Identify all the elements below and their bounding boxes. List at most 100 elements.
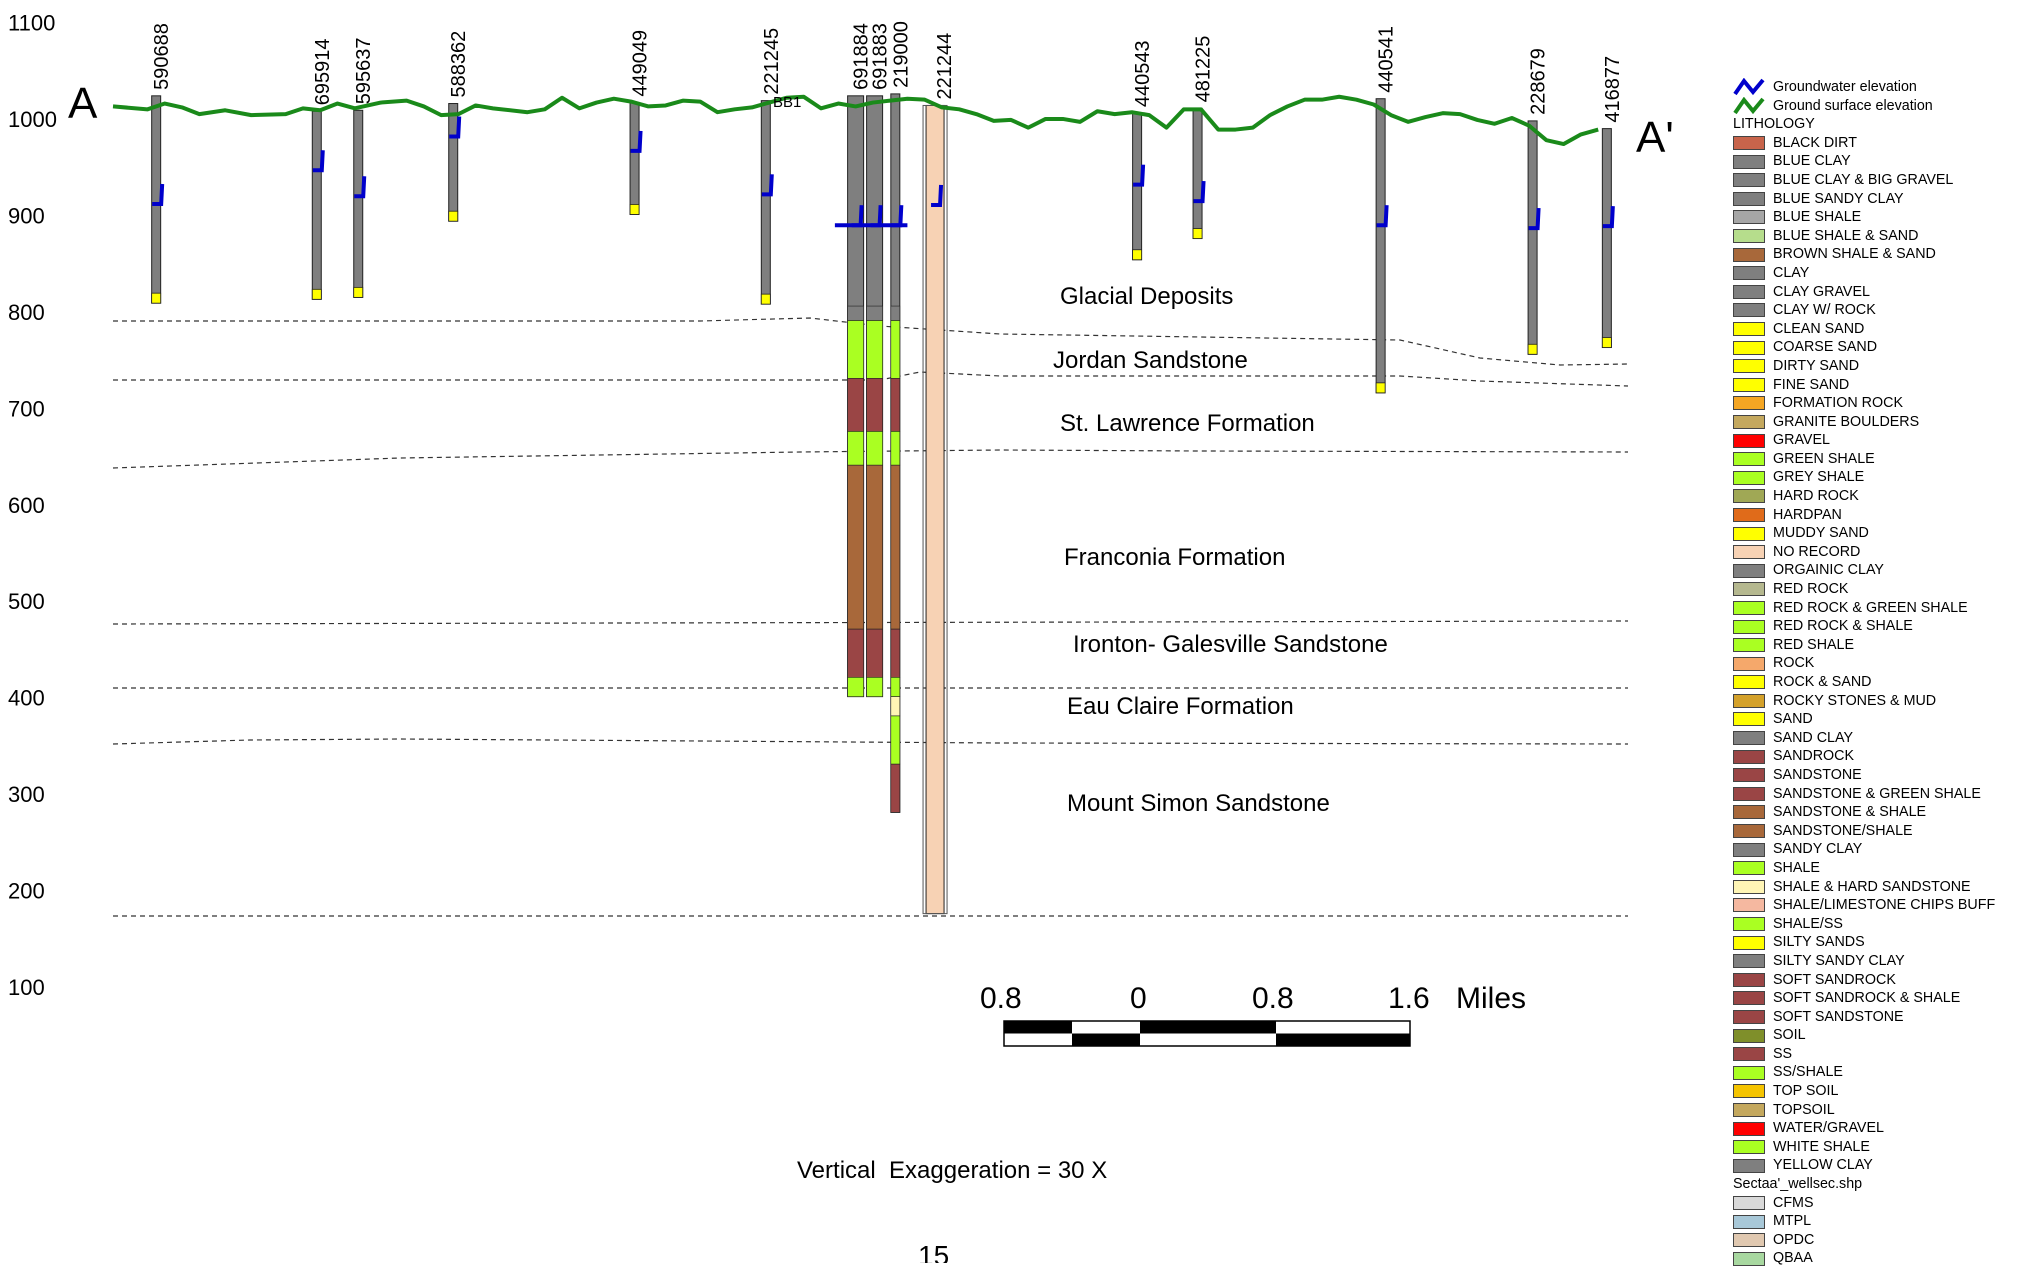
lithology-interval: [866, 378, 883, 432]
page-number: 15: [918, 1240, 949, 1263]
legend-item-label: HARDPAN: [1773, 506, 1842, 523]
formation-boundary-line: [112, 738, 1629, 745]
legend-swatch: [1733, 1121, 1765, 1136]
scale-tick-label: 0: [1130, 982, 1147, 1015]
well-bottom-sand: [448, 210, 459, 222]
legend-item-label: TOP SOIL: [1773, 1083, 1839, 1100]
legend-item-label: RED SHALE: [1773, 636, 1855, 653]
legend-item: SOFT SANDSTONE: [1733, 1008, 2033, 1027]
groundwater-marker: [152, 183, 165, 206]
legend-item-label: MUDDY SAND: [1773, 525, 1869, 542]
legend-item: ORGAINIC CLAY: [1733, 561, 2033, 580]
lithology-interval: [847, 320, 864, 379]
legend-item: RED ROCK & SHALE: [1733, 617, 2033, 636]
well-id-label: 449049: [630, 30, 652, 97]
cross-section-diagram: 1100 1000 900 800 700 600 500 400 300 200 100 5906…: [8, 11, 1674, 1263]
legend-item-label: SILTY SANDS: [1773, 934, 1865, 951]
well-bottom-sand: [629, 204, 640, 215]
formation-label-mount-simon: Mount Simon Sandstone: [1067, 790, 1330, 817]
groundwater-marker: [1376, 205, 1389, 228]
legend-item: GREEN SHALE: [1733, 450, 2033, 469]
legend-item: FORMATION ROCK: [1733, 394, 2033, 413]
legend-swatch: [1733, 768, 1765, 783]
legend-item: NO RECORD: [1733, 543, 2033, 562]
legend-item-label: HARD ROCK: [1773, 488, 1859, 505]
legend-item-label: SOFT SANDROCK: [1773, 971, 1896, 988]
legend-swatch: [1733, 1233, 1765, 1248]
legend-item-label: GRAVEL: [1773, 432, 1830, 449]
groundwater-marker: [630, 130, 643, 153]
well-bottom-sand: [1192, 228, 1203, 239]
legend-item: WATER/GRAVEL: [1733, 1119, 2033, 1138]
legend-swatch: [1733, 712, 1765, 727]
legend-item: GRAVEL: [1733, 431, 2033, 450]
legend-item: SANDSTONE: [1733, 766, 2033, 785]
legend-ground-surface-label: Ground surface elevation: [1773, 97, 1933, 114]
well-bottom-sand: [760, 293, 771, 305]
legend-swatch: [1733, 1158, 1765, 1173]
lithology-interval: [866, 677, 883, 697]
legend-swatch: [1733, 786, 1765, 801]
legend-swatch: [1733, 173, 1765, 188]
lithology-interval: [890, 715, 901, 765]
legend-item-label: SHALE/SS: [1773, 915, 1843, 932]
legend-item-label: SHALE & HARD SANDSTONE: [1773, 878, 1971, 895]
well-id-label: 221245: [761, 28, 783, 95]
legend-item-label: BLACK DIRT: [1773, 134, 1857, 151]
lithology-interval: [866, 628, 883, 678]
legend-swatch: [1733, 1028, 1765, 1043]
well-bottom-sand: [311, 288, 322, 300]
well-595637: 595637: [353, 38, 375, 298]
legend-swatch: [1733, 954, 1765, 969]
legend-item-label: ROCKY STONES & MUD: [1773, 692, 1937, 709]
legend-item-label: SHALE/LIMESTONE CHIPS BUFF: [1773, 897, 1996, 914]
legend-item-label: GRANITE BOULDERS: [1773, 413, 1920, 430]
legend-item-label: CLAY: [1773, 264, 1810, 281]
well-id-label: 416877: [1602, 56, 1624, 123]
legend-item: FINE SAND: [1733, 376, 2033, 395]
legend-item: BLACK DIRT: [1733, 134, 2033, 153]
legend-swatch: [1733, 600, 1765, 615]
legend-swatch: [1733, 396, 1765, 411]
groundwater-marker: [1528, 207, 1541, 231]
legend-swatch: [1733, 266, 1765, 281]
legend-swatch: [1733, 452, 1765, 467]
legend-item-label: BLUE SANDY CLAY: [1773, 190, 1904, 207]
legend-swatch: [1733, 359, 1765, 374]
legend-swatch: [1733, 526, 1765, 541]
scale-unit: Miles: [1456, 982, 1526, 1015]
y-tick-label: 300: [8, 782, 45, 807]
legend-swatch: [1733, 1065, 1765, 1080]
legend-item: BLUE CLAY & BIG GRAVEL: [1733, 171, 2033, 190]
bb-label: BB1: [773, 94, 801, 111]
legend-swatch: [1733, 340, 1765, 355]
legend-item-label: NO RECORD: [1773, 543, 1861, 560]
lithology-interval: [890, 677, 901, 697]
legend-swatch: [1733, 210, 1765, 225]
lithology-interval: [866, 431, 883, 466]
legend-item-label: SHALE: [1773, 859, 1820, 876]
legend-item-label: YELLOW CLAY: [1773, 1157, 1873, 1174]
legend-swatch: [1733, 1102, 1765, 1117]
legend-item-label: QBAA: [1773, 1250, 1813, 1267]
legend-item-label: BLUE CLAY & BIG GRAVEL: [1773, 171, 1954, 188]
legend-item-label: OPDC: [1773, 1231, 1815, 1248]
y-tick-label: 700: [8, 396, 45, 421]
legend-swatch: [1733, 656, 1765, 671]
legend-item: TOPSOIL: [1733, 1101, 2033, 1120]
legend-swatch: [1733, 229, 1765, 244]
legend-item: MTPL: [1733, 1212, 2033, 1231]
legend-swatch: [1733, 749, 1765, 764]
legend-swatch: [1733, 935, 1765, 950]
legend-item: SOFT SANDROCK: [1733, 971, 2033, 990]
legend-item-label: SAND: [1773, 711, 1813, 728]
well-bottom-sand: [1132, 249, 1143, 261]
lithology-interval: [866, 464, 883, 630]
well-219000: 219000: [890, 21, 912, 813]
legend-item: OPDC: [1733, 1231, 2033, 1250]
y-tick-label: 200: [8, 879, 45, 904]
well-695914: 695914: [311, 38, 334, 300]
groundwater-marker: [354, 176, 367, 199]
legend-item: SAND: [1733, 710, 2033, 729]
legend-item-label: DIRTY SAND: [1773, 357, 1860, 374]
